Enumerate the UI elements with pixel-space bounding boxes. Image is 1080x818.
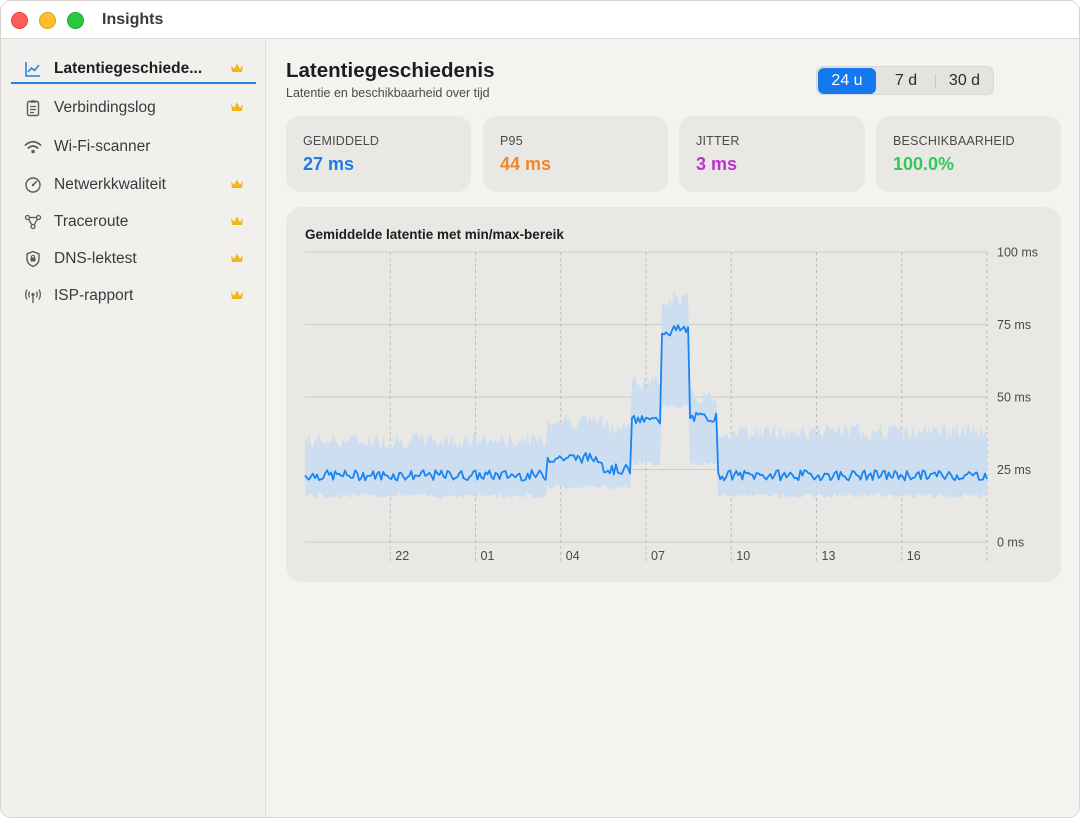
line-chart-icon [25,62,40,77]
sidebar-item-label: Latentiegeschiede... [54,60,203,77]
y-tick-label: 75 ms [997,318,1031,332]
zoom-window-button[interactable] [67,12,84,29]
y-tick-label: 100 ms [997,246,1038,260]
sidebar-item-connection-log[interactable]: Verbindingslog [11,93,256,123]
sidebar-item-label: DNS-lektest [54,250,137,267]
crown-icon [231,63,243,72]
speedometer-icon [25,177,41,193]
stat-value: 100.0% [893,154,955,174]
stat-value: 44 ms [500,154,552,174]
page-subtitle: Latentie en beschikbaarheid over tijd [286,86,490,100]
stat-label: GEMIDDELD [303,134,380,148]
stat-label: JITTER [696,134,740,148]
network-nodes-icon [24,214,42,230]
stat-card-availability: BESCHIKBAARHEID 100.0% [876,116,1061,192]
minimize-window-button[interactable] [39,12,56,29]
sidebar-item-wifi-scanner[interactable]: Wi-Fi-scanner [11,132,256,162]
segment-divider [935,74,936,88]
sidebar-item-label: Wi-Fi-scanner [54,138,151,155]
sidebar-item-label: Netwerkkwaliteit [54,176,166,193]
page-title: Latentiegeschiedenis [286,59,495,82]
sidebar: Latentiegeschiede... Verbindingslog Wi-F [1,39,266,817]
main-content: Latentiegeschiedenis Latentie en beschik… [267,39,1079,817]
shield-icon [26,250,40,268]
latency-chart-card: Gemiddelde latentie met min/max-bereik 1… [286,207,1061,582]
x-tick-label: 04 [566,549,580,563]
latency-chart: 100 ms 75 ms 50 ms 25 ms 0 ms 22 01 04 07 10 13 16 [304,246,1038,564]
average-latency-line [304,324,988,482]
stat-value: 27 ms [303,154,355,174]
sidebar-item-label: ISP-rapport [54,287,134,304]
crown-icon [231,102,243,111]
y-tick-label: 50 ms [997,391,1031,405]
stat-label: P95 [500,134,523,148]
min-max-band [305,290,987,499]
x-tick-label: 16 [907,549,921,563]
clipboard-list-icon [26,100,40,117]
sidebar-item-label: Verbindingslog [54,99,156,116]
y-tick-label: 25 ms [997,463,1031,477]
sidebar-item-isp-report[interactable]: ISP-rapport [11,281,256,311]
x-tick-label: 22 [395,549,409,563]
x-tick-label: 07 [651,549,665,563]
title-bar: Insights [1,1,1079,39]
wifi-icon [24,140,42,154]
close-window-button[interactable] [11,12,28,29]
window-title: Insights [102,11,164,28]
sidebar-item-network-quality[interactable]: Netwerkkwaliteit [11,170,256,200]
sidebar-item-traceroute[interactable]: Traceroute [11,207,256,237]
stat-card-average: GEMIDDELD 27 ms [286,116,471,192]
y-tick-label: 0 ms [997,536,1024,550]
x-tick-label: 10 [736,549,750,563]
antenna-icon [25,289,41,303]
x-tick-label: 01 [481,549,495,563]
crown-icon [231,290,243,299]
stat-label: BESCHIKBAARHEID [893,134,1015,148]
crown-icon [231,179,243,188]
range-30d-button[interactable]: 30 d [948,72,981,89]
crown-icon [231,253,243,262]
time-range-selector: 24 u 7 d 30 d [816,66,994,95]
stat-value: 3 ms [696,154,738,174]
crown-icon [231,216,243,225]
sidebar-item-dns-leak-test[interactable]: DNS-lektest [11,244,256,274]
sidebar-item-latency-history[interactable]: Latentiegeschiede... [11,54,256,84]
x-tick-label: 13 [822,549,836,563]
range-24h-button[interactable]: 24 u [818,68,876,94]
range-7d-button[interactable]: 7 d [894,72,918,89]
stat-card-p95: P95 44 ms [483,116,668,192]
sidebar-item-label: Traceroute [54,213,129,230]
chart-title: Gemiddelde latentie met min/max-bereik [305,227,564,242]
stat-card-jitter: JITTER 3 ms [679,116,865,192]
